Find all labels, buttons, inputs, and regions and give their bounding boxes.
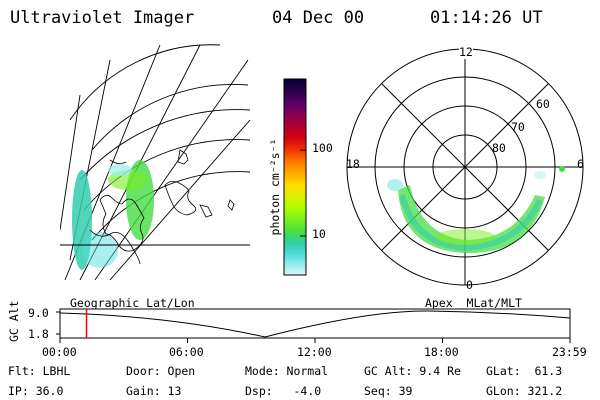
- timeline-axis-label: GC Alt: [7, 300, 21, 342]
- timeline-xtick-0: 00:00: [42, 345, 77, 359]
- info-door: Door: Open: [126, 364, 196, 378]
- info-gain: Gain: 13: [126, 384, 182, 398]
- info-filter: Flt: LBHL: [8, 364, 71, 378]
- map-label: Geographic Lat/Lon: [70, 296, 195, 310]
- instrument-title: Ultraviolet Imager: [10, 8, 195, 28]
- polar-plot: [346, 48, 584, 286]
- mlt-label-0: 0: [466, 278, 473, 292]
- info-mode: Mode: Normal: [245, 364, 329, 378]
- timeline-ytick-low: 1.8: [28, 327, 49, 341]
- info-gc-alt: GC Alt: 9.4 Re: [364, 364, 461, 378]
- colorbar-tick-100: 100: [312, 141, 333, 155]
- info-glat: GLat: 61.3: [486, 364, 563, 378]
- colorbar: [283, 78, 307, 276]
- timeline-xtick-2: 12:00: [297, 345, 332, 359]
- map-aurora: [72, 160, 154, 270]
- map-grid: [60, 44, 251, 281]
- info-ip: IP: 36.0: [8, 384, 64, 398]
- timeline-ytick-high: 9.0: [28, 306, 49, 320]
- info-dsp: Dsp: -4.0: [245, 384, 322, 398]
- info-glon: GLon: 321.2: [486, 384, 563, 398]
- timeline-xtick-4: 23:59: [552, 345, 587, 359]
- orbit-altitude-curve: [59, 310, 571, 338]
- time-label: 01:14:26 UT: [430, 8, 543, 28]
- lat-label-60: 60: [536, 97, 550, 111]
- info-seq: Seq: 39: [364, 384, 413, 398]
- mlt-label-12: 12: [459, 45, 473, 59]
- polar-label: Apex MLat/MLT: [425, 296, 522, 310]
- date-label: 04 Dec 00: [272, 8, 365, 28]
- lat-label-70: 70: [511, 120, 525, 134]
- mlt-label-18: 18: [346, 157, 360, 171]
- timeline-xtick-1: 06:00: [169, 345, 204, 359]
- lat-label-80: 80: [492, 141, 506, 155]
- polar-aurora: [387, 166, 565, 254]
- timeline-xtick-3: 18:00: [424, 345, 459, 359]
- mlt-label-6: 6: [577, 157, 584, 171]
- colorbar-tick-10: 10: [312, 227, 326, 241]
